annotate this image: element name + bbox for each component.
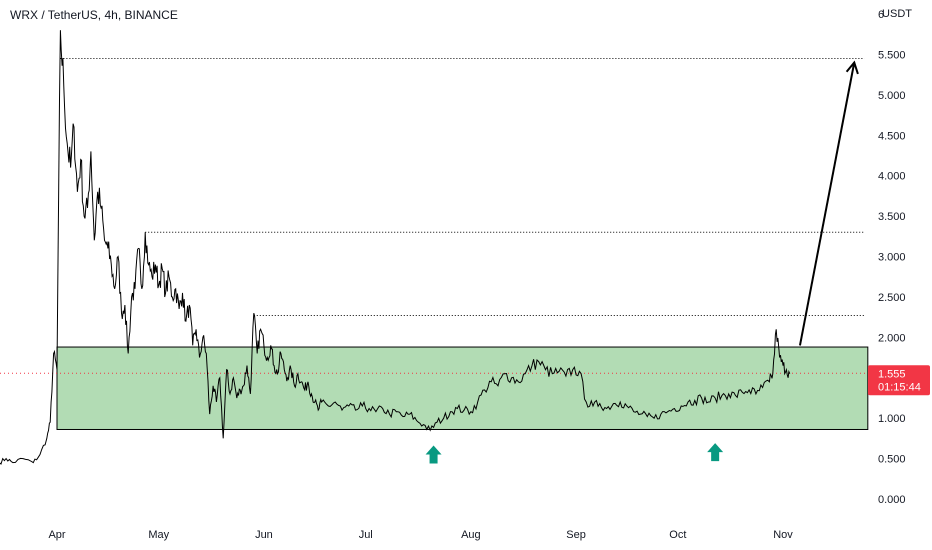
x-axis[interactable]: Apr May Jun Jul Aug Sep Oct Nov bbox=[48, 529, 793, 541]
x-tick-label: Nov bbox=[773, 529, 793, 541]
y-tick-label: 5.500 bbox=[878, 49, 906, 61]
price-badge-countdown: 01:15:44 bbox=[878, 381, 921, 393]
annotation-layer bbox=[425, 60, 859, 464]
price-series-layer bbox=[0, 30, 791, 465]
y-tick-label: 0.000 bbox=[878, 494, 906, 506]
y-axis[interactable]: 0.0000.5001.0001.5002.0002.5003.0003.500… bbox=[878, 9, 906, 506]
x-tick-label: Sep bbox=[566, 529, 586, 541]
range-box-layer bbox=[56, 346, 869, 430]
x-tick-label: Apr bbox=[48, 529, 65, 541]
y-tick-label: 0.500 bbox=[878, 454, 906, 466]
y-tick-label: 3.000 bbox=[878, 252, 906, 264]
y-tick-label: 1.000 bbox=[878, 413, 906, 425]
x-tick-label: Oct bbox=[669, 529, 686, 541]
target-arrow-line bbox=[798, 62, 856, 346]
range-box bbox=[56, 346, 869, 430]
x-tick-label: May bbox=[148, 529, 169, 541]
x-tick-label: Jul bbox=[359, 529, 373, 541]
dotted-level-layer bbox=[60, 57, 865, 317]
marker-arrow-0 bbox=[425, 445, 442, 464]
chart-title: WRX / TetherUS, 4h, BINANCE bbox=[10, 8, 178, 22]
x-tick-label: Aug bbox=[461, 529, 481, 541]
marker-arrow-1 bbox=[707, 443, 724, 462]
y-tick-label: 2.000 bbox=[878, 332, 906, 344]
target-arrow-head bbox=[845, 60, 859, 75]
price-axis-unit: USDT bbox=[882, 8, 912, 20]
price-badge bbox=[868, 365, 930, 396]
y-tick-label: 4.500 bbox=[878, 130, 906, 142]
y-tick-label: 2.500 bbox=[878, 292, 906, 304]
y-tick-label: 4.000 bbox=[878, 171, 906, 183]
price-badge-value: 1.555 bbox=[878, 368, 906, 380]
y-tick-label: 6 bbox=[878, 9, 884, 21]
price-badge-layer: 1.555 01:15:44 bbox=[868, 365, 930, 396]
y-tick-label: 5.000 bbox=[878, 90, 906, 102]
y-tick-label: 3.500 bbox=[878, 211, 906, 223]
x-tick-label: Jun bbox=[255, 529, 273, 541]
price-series-0 bbox=[0, 30, 791, 465]
